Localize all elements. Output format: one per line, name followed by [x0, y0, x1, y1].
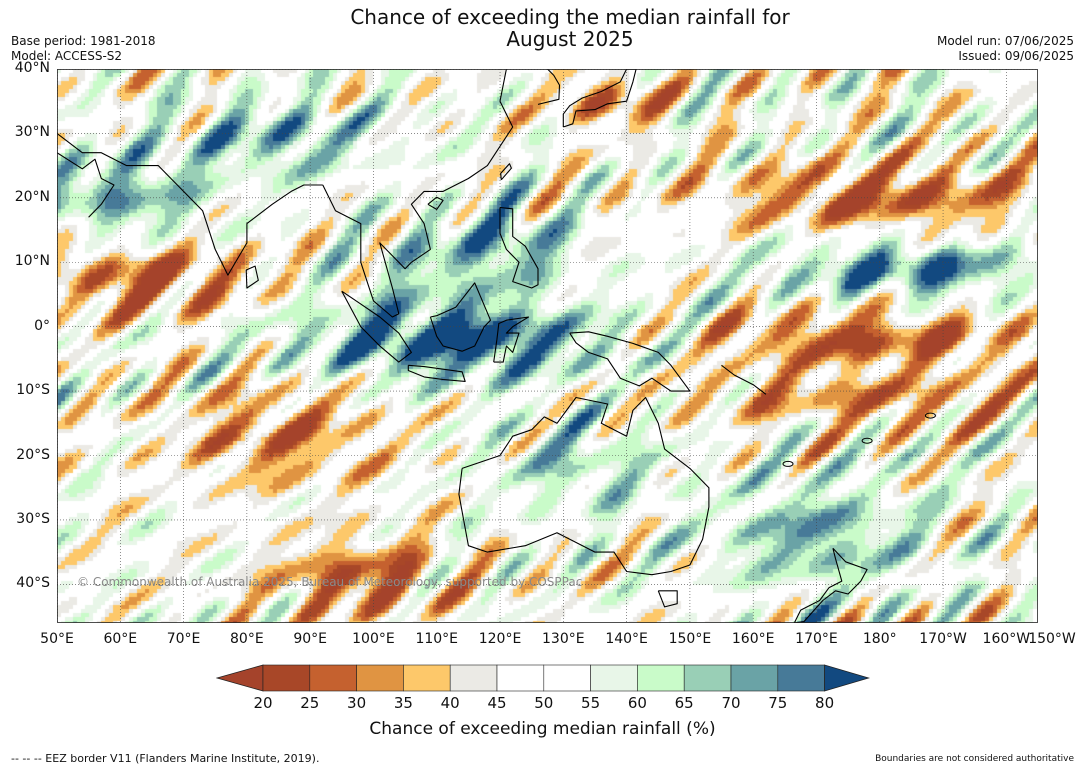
australia-coastline: [458, 396, 710, 576]
new-guinea-coastline: [569, 331, 691, 392]
colorbar-tick-label: 75: [768, 694, 788, 712]
india-coastline: [170, 178, 323, 276]
colorbar-tick-label: 25: [300, 694, 320, 712]
latitude-label: 10°S: [16, 382, 50, 399]
rainfall-field: [57, 69, 1038, 623]
sumatra-coastline: [341, 290, 412, 363]
copyright-notice: © Commonwealth of Australia 2025, Bureau…: [77, 575, 583, 589]
colorbar: [216, 664, 870, 692]
latitude-label: 40°S: [16, 575, 50, 592]
sri-lanka-coastline: [245, 265, 259, 289]
longitude-label: 170°E: [795, 631, 838, 647]
colorbar-segment: [777, 664, 825, 692]
longitude-label: 170°W: [919, 631, 967, 647]
latitude-label: 30°N: [14, 124, 50, 141]
java-coastline: [407, 364, 466, 382]
latitude-label: 20°N: [14, 188, 50, 205]
colorbar-title: Chance of exceeding median rainfall (%): [369, 719, 716, 739]
colorbar-segment: [262, 664, 311, 692]
longitude-label: 50°E: [40, 631, 74, 647]
map-overlay: [57, 69, 1038, 623]
map-title-line-1: Chance of exceeding the median rainfall …: [350, 5, 790, 29]
southeast-asia-coastline: [322, 69, 514, 318]
hainan-coastline: [427, 196, 444, 210]
eez-border-note: -- -- -- EEZ border V11 (Flanders Marine…: [11, 752, 320, 765]
latitude-label: 0°: [34, 317, 50, 334]
colorbar-segment: [496, 664, 545, 692]
borneo-coastline: [429, 282, 492, 352]
colorbar-segment: [403, 664, 451, 692]
latitude-label: 10°N: [14, 253, 50, 270]
colorbar-segment: [730, 664, 779, 692]
solomon-islands-coastline: [721, 364, 767, 395]
japan-coastline: [562, 69, 637, 128]
colorbar-tick-label: 35: [393, 694, 413, 712]
longitude-label: 150°E: [668, 631, 712, 647]
sulawesi-coastline: [493, 316, 530, 363]
colorbar-segment: [637, 664, 685, 692]
longitude-label: 150°W: [1028, 631, 1076, 647]
colorbar-tick-label: 60: [627, 694, 647, 712]
longitude-label: 90°E: [293, 631, 327, 647]
model-run: Model run: 07/06/2025: [936, 34, 1074, 48]
longitude-label: 70°E: [166, 631, 201, 647]
colorbar-tick-label: 80: [815, 694, 835, 712]
longitude-label: 160°W: [982, 631, 1031, 647]
new-caledonia-coastline: [782, 460, 794, 467]
longitude-label: 140°E: [605, 631, 648, 647]
colorbar-tick-label: 55: [581, 694, 601, 712]
longitude-label: 120°E: [478, 631, 522, 647]
longitude-label: 130°E: [542, 631, 585, 647]
colorbar-segment: [309, 664, 357, 692]
latitude-label: 40°N: [14, 60, 50, 76]
tasmania-coastline: [657, 590, 678, 608]
samoa-coastline: [924, 412, 936, 419]
colorbar-segment: [590, 664, 638, 692]
arabia-coastline: [57, 152, 115, 218]
colorbar-tick-label: 45: [487, 694, 507, 712]
longitude-label: 60°E: [103, 631, 138, 647]
longitude-label: 160°E: [731, 631, 775, 647]
longitude-label: 100°E: [352, 631, 395, 647]
colorbar-tick-label: 70: [721, 694, 741, 712]
colorbar-segment: [543, 664, 591, 692]
colorbar-tick-label: 65: [674, 694, 694, 712]
longitude-label: 180°: [862, 631, 897, 647]
colorbar-tick-label: 20: [253, 694, 273, 712]
map-title-line-2: August 2025: [506, 27, 634, 51]
issued-date: Issued: 09/06/2025: [958, 49, 1074, 63]
colorbar-under-arrow: [216, 664, 264, 692]
colorbar-segment: [683, 664, 732, 692]
colorbar-tick-label: 50: [534, 694, 554, 712]
longitude-label: 110°E: [415, 631, 459, 647]
philippines-coastline: [499, 206, 539, 289]
colorbar-tick-label: 40: [440, 694, 460, 712]
rainfall-map: [57, 69, 1038, 623]
korea-coastline: [537, 69, 561, 105]
new-zealand-coastline: [793, 547, 868, 623]
colorbar-segment: [449, 664, 498, 692]
taiwan-coastline: [500, 163, 512, 181]
model-name: Model: ACCESS-S2: [11, 49, 123, 63]
colorbar-over-arrow: [824, 664, 870, 692]
latitude-label: 20°S: [16, 446, 50, 463]
iran-coastline: [57, 132, 172, 179]
boundary-disclaimer: Boundaries are not considered authoritat…: [875, 754, 1074, 764]
latitude-label: 30°S: [16, 510, 50, 527]
fiji-coastline: [861, 437, 873, 444]
longitude-label: 80°E: [230, 631, 264, 647]
colorbar-segment: [356, 664, 404, 692]
colorbar-tick-label: 30: [347, 694, 367, 712]
map-frame: [57, 69, 1038, 623]
base-period: Base period: 1981-2018: [11, 34, 156, 48]
